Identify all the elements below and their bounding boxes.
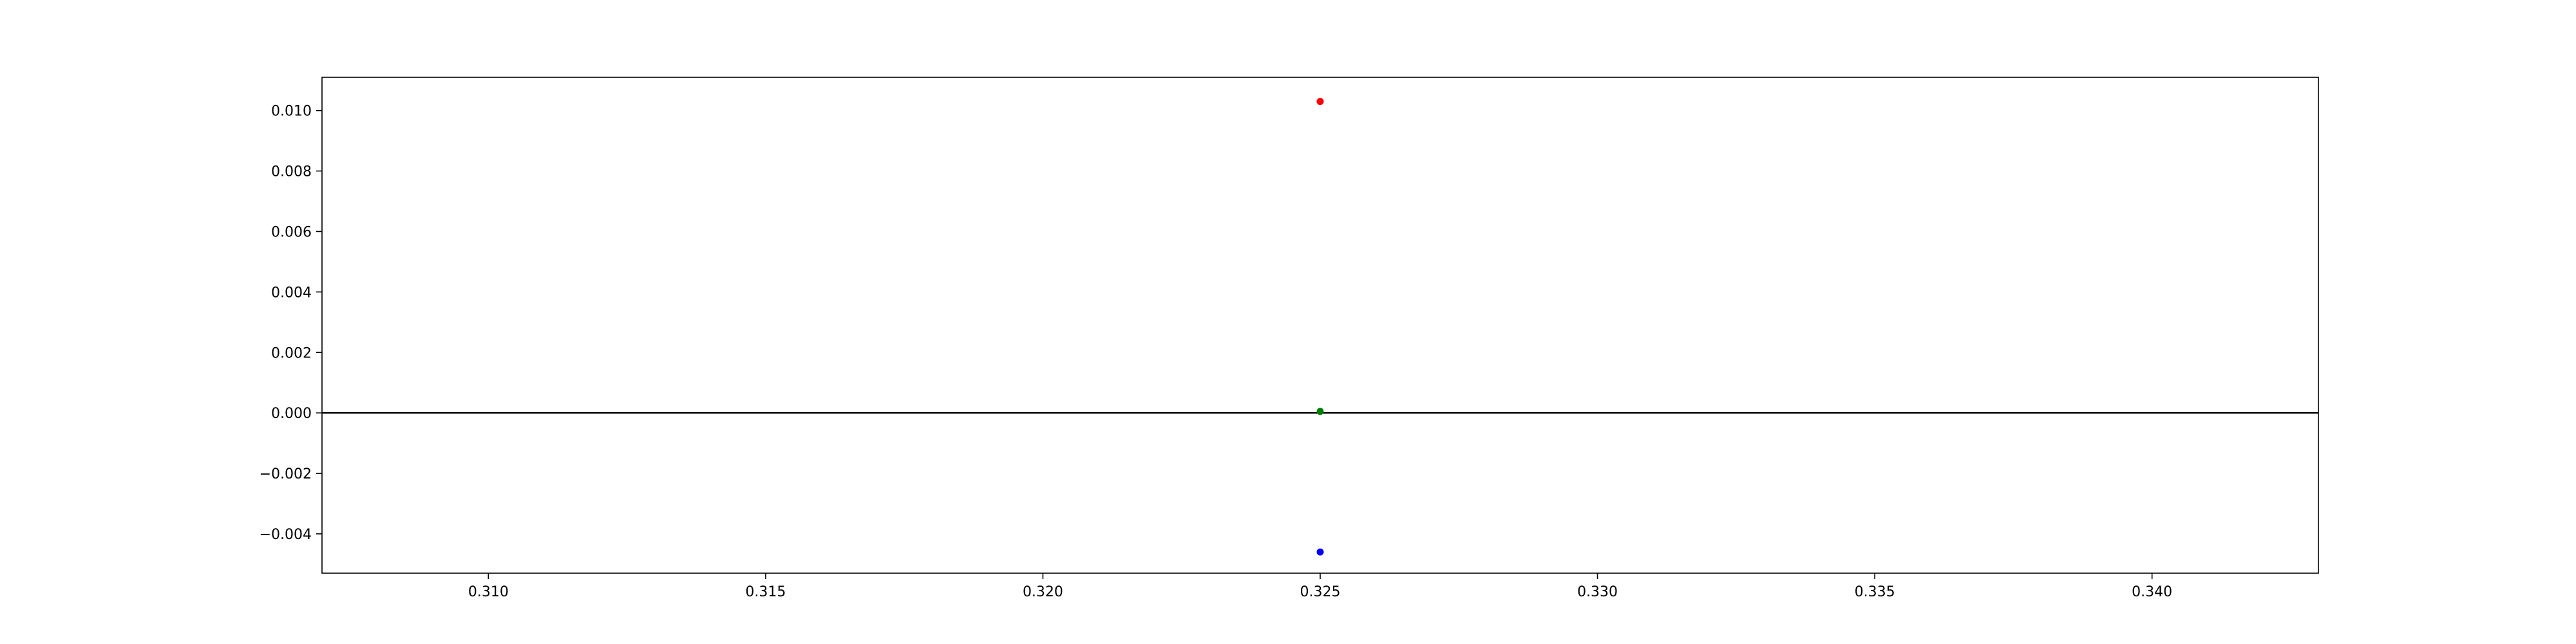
y-tick-label: 0.004 <box>271 285 312 301</box>
data-point <box>1316 408 1324 415</box>
x-tick-label: 0.330 <box>1577 584 1618 600</box>
y-tick-label: 0.006 <box>271 224 312 240</box>
data-point <box>1316 548 1324 556</box>
y-tick-label: 0.002 <box>271 345 312 361</box>
data-point <box>1316 98 1324 106</box>
y-tick-label: −0.004 <box>260 527 312 543</box>
x-tick-label: 0.310 <box>468 584 509 600</box>
x-tick-label: 0.325 <box>1300 584 1341 600</box>
y-tick-label: 0.010 <box>271 104 312 120</box>
x-tick-label: 0.340 <box>2132 584 2172 600</box>
y-tick-label: 0.000 <box>271 406 312 422</box>
x-tick-label: 0.315 <box>745 584 786 600</box>
y-tick-label: −0.002 <box>260 466 312 482</box>
y-tick-label: 0.008 <box>271 164 312 180</box>
plot-frame <box>321 77 2319 574</box>
x-tick-label: 0.335 <box>1855 584 1895 600</box>
x-tick-label: 0.320 <box>1023 584 1063 600</box>
